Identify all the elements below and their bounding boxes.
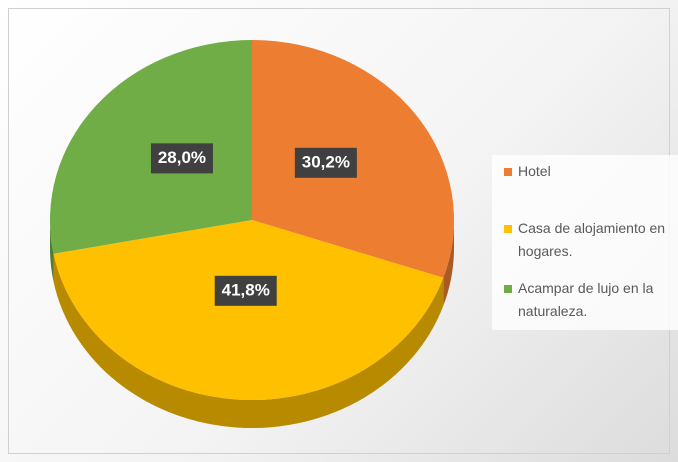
- legend-item: Acampar de lujo en la naturaleza.: [504, 277, 672, 323]
- legend-swatch: [504, 285, 512, 293]
- value-label: 30,2%: [302, 152, 350, 171]
- slice-side: [53, 253, 444, 428]
- value-label: 41,8%: [222, 280, 270, 299]
- legend-item: Casa de alojamiento en hogares.: [504, 217, 672, 263]
- legend: Hotel Casa de alojamiento en hogares. Acam…: [492, 155, 678, 330]
- value-label-box: [150, 143, 213, 174]
- legend-label: Hotel: [518, 163, 551, 179]
- legend-swatch: [504, 225, 512, 233]
- slice-side: [50, 220, 54, 282]
- slice-side: [443, 220, 454, 306]
- value-label-box: [214, 275, 277, 306]
- legend-item: Hotel: [504, 160, 672, 183]
- legend-label: Acampar de lujo en la naturaleza.: [518, 280, 654, 319]
- slice: [53, 220, 444, 400]
- legend-swatch: [504, 168, 512, 176]
- value-label: 28,0%: [158, 148, 206, 167]
- legend-label: Casa de alojamiento en hogares.: [518, 220, 666, 259]
- value-label-box: [294, 147, 357, 178]
